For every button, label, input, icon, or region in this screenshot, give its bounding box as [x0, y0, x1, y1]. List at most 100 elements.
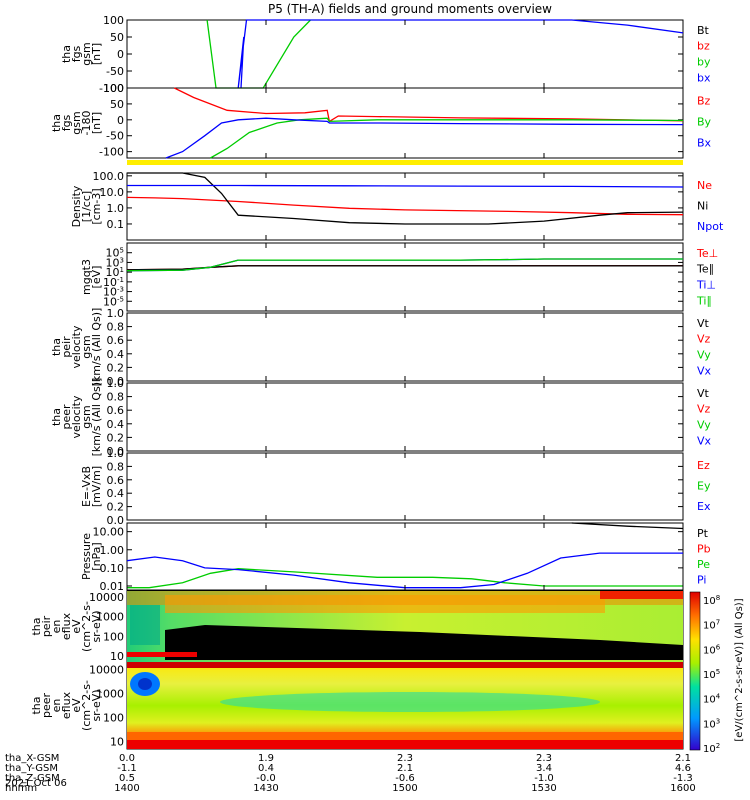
y-axis-label: peer [40, 693, 53, 719]
y-tick-label: 1.0 [107, 307, 125, 320]
y-tick-label: -100 [99, 82, 124, 95]
y-tick-label: 0.8 [107, 391, 125, 404]
legend-entry: Te⊥ [696, 247, 718, 260]
y-tick-label: 10 [110, 736, 124, 749]
y-tick-label: 50 [110, 31, 124, 44]
footer-value: -0.6 [395, 773, 415, 784]
y-tick-label: 0.4 [107, 487, 125, 500]
colorbar-tick-label: 108 [703, 594, 720, 607]
legend-entry: bx [697, 71, 711, 84]
y-tick-label: 0.8 [107, 460, 125, 473]
legend-entry: Pi [697, 574, 706, 587]
y-tick-label: 1.0 [107, 447, 125, 460]
panel-frame [126, 312, 684, 382]
y-tick-label: -50 [106, 130, 124, 143]
panels-group: 100500-50-100thafgsgsm[nT]Btbzbybx100500… [30, 14, 724, 750]
colorbar-tick-label: 103 [703, 717, 720, 730]
footer-row-label: tha_Z-GSM [5, 773, 60, 784]
footer-value: 2.1 [675, 753, 691, 764]
colorbar-tick-label: 107 [703, 619, 720, 632]
legend-entry: Npot [697, 220, 724, 233]
y-axis-label: tha [50, 408, 63, 426]
y-axis-label: [nPa] [90, 542, 103, 570]
y-axis-label: tha [50, 114, 63, 132]
legend-entry: by [697, 56, 711, 69]
y-tick-label: 10.0 [100, 186, 125, 199]
footer-value: 0.5 [119, 773, 135, 784]
y-axis-label: [nT] [90, 112, 103, 134]
legend-entry: Vt [697, 317, 710, 330]
y-axis-label: tha [30, 617, 43, 635]
y-axis-label: [1/cc] [80, 191, 93, 222]
footer-value: -0.0 [256, 773, 276, 784]
y-tick-label: 0.1 [107, 218, 125, 231]
footer-value: 4.6 [675, 763, 691, 774]
series-line [165, 117, 684, 159]
y-tick-label: -50 [106, 65, 124, 78]
y-axis-label: [cm-3] [90, 188, 103, 224]
legend-entry: Bt [697, 24, 710, 37]
colorbar-tick-label: 104 [703, 693, 721, 706]
y-axis-label: gsm [80, 335, 93, 358]
y-axis-label: [nT] [90, 43, 103, 65]
footer-value: 1500 [392, 783, 417, 794]
legend-entry: Vz [697, 403, 711, 416]
legend-entry: Ti∥ [696, 294, 712, 307]
footer-value: 1.9 [258, 753, 274, 764]
y-tick-label: 100 [103, 630, 124, 643]
y-axis-label: (cm^2-s- [80, 601, 93, 652]
y-tick-label: 0.2 [107, 431, 125, 444]
panel-frame [126, 19, 684, 89]
y-tick-label: 10.00 [93, 526, 125, 539]
y-axis-label: gsm [80, 405, 93, 428]
series-line [126, 258, 683, 272]
y-tick-label: 1.0 [107, 202, 125, 215]
legend-entry: Bx [697, 137, 712, 150]
y-axis-label: eV [70, 698, 83, 713]
y-axis-label: [eV] [90, 266, 103, 289]
y-tick-label: 0.0 [107, 445, 125, 458]
y-axis-label: tha [50, 338, 63, 356]
y-tick-label: 100 [103, 14, 124, 27]
y-tick-label: 100 [103, 712, 124, 725]
y-tick-label: 1000 [96, 687, 124, 700]
footer-value: 0.0 [119, 753, 135, 764]
legend-entry: By [697, 116, 712, 129]
legend-entry: Ni [697, 199, 708, 212]
y-tick-label: 100 [103, 82, 124, 95]
footer-value: 3.4 [536, 763, 552, 774]
colorbar-tick-label: 105 [703, 668, 720, 681]
series-line [210, 117, 684, 159]
y-tick-label: 10-5 [103, 295, 124, 308]
y-tick-label: 0.10 [100, 562, 125, 575]
series-line [126, 196, 684, 216]
y-axis-label: peir [60, 336, 73, 358]
y-axis-label: eflux [60, 612, 73, 640]
legend-entry: Ey [697, 479, 711, 492]
y-tick-label: 1000 [96, 611, 124, 624]
y-axis-label: velocity [70, 395, 83, 438]
y-tick-label: 0 [117, 114, 124, 127]
series-line [127, 184, 684, 188]
series-line [127, 568, 683, 589]
y-axis-label: velocity [70, 325, 83, 368]
y-axis-label: peer [60, 404, 73, 430]
y-tick-label: 10-1 [103, 276, 124, 289]
y-tick-label: -100 [99, 146, 124, 159]
footer-row-label: hhmm [5, 783, 37, 794]
y-axis-label: (cm^2-s- [80, 680, 93, 731]
y-axis-label: sr-eV) [90, 610, 103, 642]
legend-entry: Pt [697, 527, 709, 540]
y-axis-label: gsm [70, 111, 83, 134]
footer-value: -1.0 [534, 773, 554, 784]
series-line [174, 87, 684, 123]
y-axis-label: en [50, 699, 63, 713]
y-tick-label: 103 [106, 256, 124, 269]
colorbar-tick-label: 102 [703, 742, 720, 755]
status-bar [127, 160, 683, 165]
y-axis-label: tha [30, 696, 43, 714]
y-tick-label: 0.6 [107, 474, 125, 487]
y-axis-label: Density [70, 185, 83, 227]
